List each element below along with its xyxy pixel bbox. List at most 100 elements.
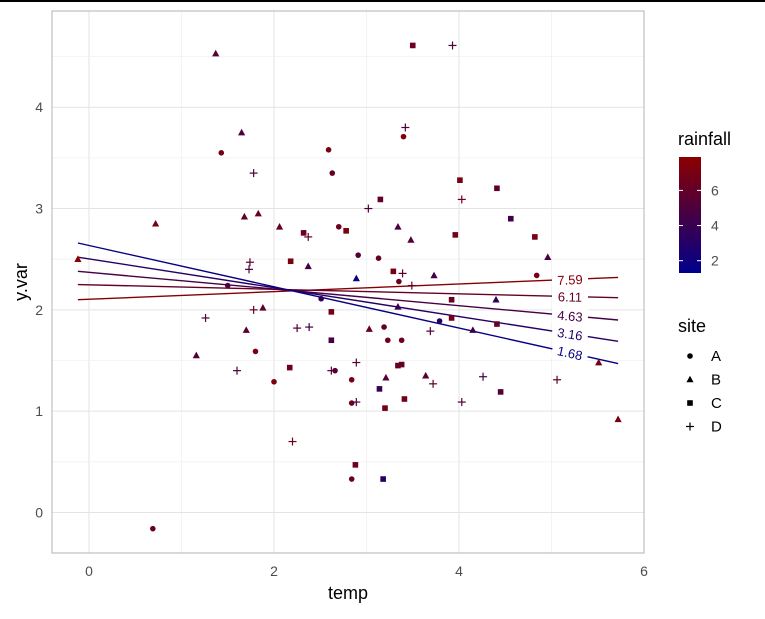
data-point-site-c bbox=[300, 230, 307, 236]
data-point-site-d bbox=[249, 305, 258, 314]
x-tick-label: 4 bbox=[455, 563, 463, 579]
data-point-site-b bbox=[304, 262, 312, 270]
line-label: 7.59 bbox=[557, 272, 583, 288]
data-point-site-c bbox=[448, 296, 455, 303]
data-point-site-a bbox=[381, 324, 387, 330]
data-point-site-c bbox=[497, 389, 504, 395]
data-point-site-a bbox=[375, 255, 382, 261]
data-point-site-c bbox=[494, 185, 500, 192]
data-point-site-b bbox=[259, 304, 267, 311]
line-label-bg bbox=[551, 287, 589, 306]
line-label: 6.11 bbox=[558, 289, 583, 305]
data-point-site-c bbox=[382, 405, 388, 411]
data-point-site-c bbox=[352, 462, 359, 468]
x-axis-label: temp bbox=[328, 583, 368, 603]
data-point-site-d bbox=[457, 195, 466, 204]
data-point-site-c bbox=[494, 321, 500, 327]
data-point-site-c bbox=[328, 309, 335, 315]
data-point-site-d bbox=[352, 398, 361, 407]
fit-lines bbox=[77, 242, 619, 365]
data-point-site-c bbox=[457, 177, 463, 183]
data-point-site-a bbox=[150, 525, 156, 532]
data-point-site-d bbox=[429, 379, 438, 388]
y-tick-label: 3 bbox=[35, 201, 43, 217]
data-point-site-b bbox=[394, 222, 402, 230]
legend-key-a bbox=[687, 353, 693, 359]
data-point-site-a bbox=[348, 376, 355, 383]
fit-line bbox=[77, 283, 619, 299]
data-point-site-d bbox=[398, 269, 407, 278]
data-point-site-a bbox=[252, 348, 259, 355]
data-point-site-b bbox=[365, 325, 373, 332]
data-point-site-b bbox=[492, 295, 500, 303]
data-point-site-b bbox=[192, 351, 200, 359]
x-tick-label: 6 bbox=[640, 563, 648, 579]
data-point-site-d bbox=[327, 366, 336, 375]
data-point-site-b bbox=[469, 326, 477, 333]
data-point-site-d bbox=[249, 169, 258, 178]
data-point-site-d bbox=[245, 258, 254, 267]
data-point-site-b bbox=[275, 222, 284, 230]
fit-line bbox=[77, 256, 619, 342]
legend-colorbar bbox=[679, 157, 701, 273]
legend-shape-title: site bbox=[678, 316, 706, 336]
y-axis-ticks: 0 1 2 3 4 bbox=[35, 99, 43, 520]
data-point-site-c bbox=[343, 228, 349, 234]
data-point-site-a bbox=[224, 282, 231, 289]
y-tick-label: 4 bbox=[35, 99, 43, 115]
data-point-site-a bbox=[398, 337, 405, 344]
data-point-site-a bbox=[329, 170, 336, 176]
data-point-site-d bbox=[352, 358, 361, 367]
data-point-site-d bbox=[401, 123, 410, 132]
x-axis-ticks: 0 2 4 6 bbox=[85, 563, 648, 579]
line-label-bg bbox=[550, 322, 590, 346]
data-point-site-a bbox=[271, 378, 277, 385]
data-point-site-d bbox=[245, 265, 254, 274]
data-point-site-d bbox=[293, 324, 302, 333]
data-point-site-a bbox=[400, 133, 407, 140]
data-point-site-c bbox=[328, 337, 335, 344]
data-point-site-b bbox=[74, 255, 82, 263]
data-point-site-a bbox=[318, 295, 324, 302]
data-point-site-a bbox=[348, 400, 355, 406]
data-point-site-b bbox=[212, 49, 220, 57]
x-tick-label: 0 bbox=[85, 563, 93, 579]
data-point-site-c bbox=[401, 396, 408, 402]
data-point-site-c bbox=[452, 232, 459, 238]
fit-line bbox=[77, 242, 619, 365]
line-label: 1.68 bbox=[556, 343, 584, 363]
line-label-bg bbox=[551, 269, 589, 290]
line-labels: 7.596.11 4.633.161.68 bbox=[550, 269, 590, 366]
colorbar-tick-label: 4 bbox=[711, 218, 719, 234]
data-point-site-b bbox=[152, 219, 160, 227]
y-axis-label: y.var bbox=[11, 263, 31, 301]
data-point-site-b bbox=[242, 326, 250, 333]
data-point-site-c bbox=[377, 196, 384, 203]
legend-label-d: D bbox=[711, 419, 722, 436]
line-label: 4.63 bbox=[557, 308, 584, 325]
line-label-bg bbox=[550, 340, 590, 366]
data-point-site-b bbox=[240, 212, 248, 220]
data-point-site-b bbox=[422, 371, 430, 379]
data-point-site-c bbox=[409, 42, 416, 49]
data-point-site-a bbox=[436, 318, 443, 324]
legend-key-d bbox=[686, 422, 694, 431]
data-point-site-d bbox=[426, 327, 435, 336]
data-point-site-c bbox=[532, 234, 538, 240]
data-point-site-d bbox=[304, 232, 313, 241]
legend-key-c bbox=[687, 400, 693, 406]
data-point-site-c bbox=[376, 386, 383, 392]
line-label: 3.16 bbox=[556, 325, 583, 344]
x-tick-label: 2 bbox=[270, 563, 278, 579]
data-point-site-a bbox=[335, 223, 342, 230]
data-point-site-d bbox=[288, 437, 297, 446]
data-point-site-c bbox=[380, 476, 386, 482]
y-tick-label: 0 bbox=[35, 504, 43, 520]
data-point-site-b bbox=[238, 128, 246, 136]
data-point-site-b bbox=[254, 209, 262, 217]
data-point-site-a bbox=[384, 337, 391, 344]
data-points bbox=[74, 41, 622, 532]
data-point-site-b bbox=[394, 303, 402, 310]
data-point-site-b bbox=[614, 415, 622, 423]
